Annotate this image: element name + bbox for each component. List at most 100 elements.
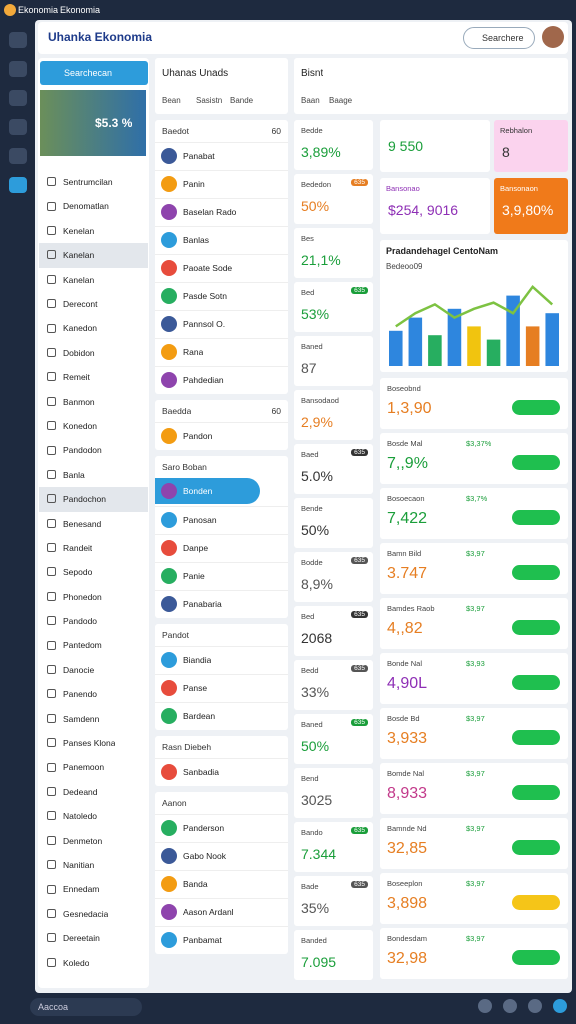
sidebar-item[interactable]: Kanelan <box>39 268 148 292</box>
col-tab[interactable]: Baan <box>301 96 320 105</box>
rail-icon[interactable] <box>9 148 27 164</box>
sidebar-item[interactable]: Banla <box>39 463 148 487</box>
footer-icon[interactable] <box>503 999 517 1013</box>
sidebar-item[interactable]: Sentrumcilan <box>39 170 148 194</box>
list-row[interactable]: Sanbadia <box>155 758 288 784</box>
action-pill[interactable] <box>512 895 560 910</box>
stat-card[interactable]: Bando 635 7.344 <box>294 822 373 872</box>
value-card[interactable]: Bamdes Raob $3,97 4,,82 <box>380 598 568 649</box>
list-row[interactable]: Pandon <box>155 422 288 448</box>
search-button[interactable]: Searchere <box>463 27 535 49</box>
sidebar-item[interactable]: Panendo <box>39 682 148 706</box>
kpi-card[interactable]: Bansonao $254, 9016 <box>380 178 490 234</box>
list-row[interactable]: Bardean <box>155 702 288 728</box>
list-row[interactable]: Bonden <box>155 478 260 504</box>
value-card[interactable]: Bosde Bd $3,97 3,933 <box>380 708 568 759</box>
sidebar-item[interactable]: Koledo <box>39 951 148 975</box>
footer-search[interactable]: Aaccoa <box>30 998 142 1016</box>
stat-card[interactable]: Bade 635 35% <box>294 876 373 926</box>
value-card[interactable]: Bonde Nal $3,93 4,90L <box>380 653 568 704</box>
browser-tab[interactable]: Ekonomia <box>60 5 101 15</box>
sidebar-item[interactable]: Natoledo <box>39 804 148 828</box>
sidebar-item[interactable]: Danocie <box>39 658 148 682</box>
sidebar-item[interactable]: Panses Klona <box>39 731 148 755</box>
stat-card[interactable]: Bededon 635 50% <box>294 174 373 224</box>
action-pill[interactable] <box>512 510 560 525</box>
stat-card[interactable]: Bende 50% <box>294 498 373 548</box>
stat-card[interactable]: Baned 635 50% <box>294 714 373 764</box>
action-pill[interactable] <box>512 565 560 580</box>
sidebar-item[interactable]: Randeit <box>39 536 148 560</box>
sidebar-item[interactable]: Banmon <box>39 390 148 414</box>
stat-card[interactable]: Bes 21,1% <box>294 228 373 278</box>
value-card[interactable]: Bamnde Nd $3,97 32,85 <box>380 818 568 869</box>
value-card[interactable]: Boseobnd 1,3,90 <box>380 378 568 429</box>
stat-card[interactable]: Banded 7.095 <box>294 930 373 980</box>
footer-icon[interactable] <box>528 999 542 1013</box>
list-row[interactable]: Panin <box>155 170 288 196</box>
sidebar-item[interactable]: Denmeton <box>39 829 148 853</box>
list-row[interactable]: Biandia <box>155 646 288 672</box>
stat-card[interactable]: Bodde 635 8,9% <box>294 552 373 602</box>
action-pill[interactable] <box>512 620 560 635</box>
value-card[interactable]: Bondesdam $3,97 32,98 <box>380 928 568 979</box>
kpi-card[interactable]: Rebhalon 8 <box>494 120 568 172</box>
action-pill[interactable] <box>512 730 560 745</box>
sidebar-item[interactable]: Sepodo <box>39 560 148 584</box>
col-tab[interactable]: Sasistn <box>196 96 223 105</box>
value-card[interactable]: Boseeplon $3,97 3,898 <box>380 873 568 924</box>
list-row[interactable]: Panabaria <box>155 590 288 616</box>
list-row[interactable]: Pahdedian <box>155 366 288 392</box>
list-row[interactable]: Aason Ardanl <box>155 898 288 924</box>
stat-card[interactable]: Baed 635 5.0% <box>294 444 373 494</box>
sidebar-item[interactable]: Kenelan <box>39 219 148 243</box>
col-tab[interactable]: Baage <box>329 96 353 105</box>
action-pill[interactable] <box>512 785 560 800</box>
sidebar-item[interactable]: Samdenn <box>39 707 148 731</box>
list-row[interactable]: Pannsol O. <box>155 310 288 336</box>
sidebar-item[interactable]: Derecont <box>39 292 148 316</box>
action-pill[interactable] <box>512 675 560 690</box>
kpi-card[interactable]: 9 550 <box>380 120 490 172</box>
sidebar-item[interactable]: Phonedon <box>39 585 148 609</box>
col-tab[interactable]: Bean <box>162 96 181 105</box>
sidebar-item[interactable]: Ennedam <box>39 877 148 901</box>
list-row[interactable]: Panabat <box>155 142 288 168</box>
sidebar-item[interactable]: Pandochon <box>39 487 148 512</box>
sidebar-item[interactable]: Konedon <box>39 414 148 438</box>
list-row[interactable]: Danpe <box>155 534 288 560</box>
sidebar-item[interactable]: Pantedom <box>39 633 148 657</box>
value-card[interactable]: Bamn Bild $3,97 3.747 <box>380 543 568 594</box>
footer-icon[interactable] <box>478 999 492 1013</box>
action-pill[interactable] <box>512 400 560 415</box>
stat-card[interactable]: Bed 635 2068 <box>294 606 373 656</box>
rail-icon[interactable] <box>9 61 27 77</box>
list-row[interactable]: Panosan <box>155 506 288 532</box>
sidebar-item[interactable]: Dedeand <box>39 780 148 804</box>
rail-icon[interactable] <box>9 32 27 48</box>
list-row[interactable]: Panderson <box>155 814 288 840</box>
rail-icon[interactable] <box>9 119 27 135</box>
list-row[interactable]: Gabo Nook <box>155 842 288 868</box>
list-row[interactable]: Rana <box>155 338 288 364</box>
sidebar-item[interactable]: Panemoon <box>39 755 148 779</box>
rail-icon[interactable] <box>9 177 27 193</box>
list-row[interactable]: Pasde Sotn <box>155 282 288 308</box>
sidebar-item[interactable]: Dobidon <box>39 341 148 365</box>
col-tab[interactable]: Bande <box>230 96 254 105</box>
action-pill[interactable] <box>512 840 560 855</box>
sidebar-button[interactable]: Searchecan <box>40 61 148 85</box>
stat-card[interactable]: Bedd 635 33% <box>294 660 373 710</box>
list-row[interactable]: Panse <box>155 674 288 700</box>
sidebar-item[interactable]: Dereetain <box>39 926 148 950</box>
action-pill[interactable] <box>512 455 560 470</box>
list-row[interactable]: Panie <box>155 562 288 588</box>
stat-card[interactable]: Bansodaod 2,9% <box>294 390 373 440</box>
action-pill[interactable] <box>512 950 560 965</box>
sidebar-item[interactable]: Nanitian <box>39 853 148 877</box>
footer-icon[interactable] <box>553 999 567 1013</box>
list-row[interactable]: Banlas <box>155 226 288 252</box>
sidebar-item[interactable]: Kanedon <box>39 316 148 340</box>
value-card[interactable]: Bosde Mal $3,37% 7,,9% <box>380 433 568 484</box>
sidebar-item[interactable]: Kanelan <box>39 243 148 268</box>
